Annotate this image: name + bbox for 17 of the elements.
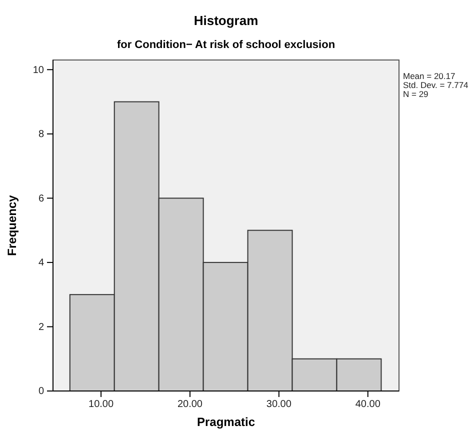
x-tick-label: 40.00	[355, 399, 381, 410]
y-axis-title: Frequency	[5, 194, 19, 256]
y-tick-label: 4	[38, 258, 44, 269]
text: N = 29	[403, 89, 429, 99]
x-tick-label: 30.00	[266, 399, 292, 410]
y-tick-label: 0	[38, 386, 44, 398]
y-tick-label: 6	[38, 193, 44, 204]
chart-subtitle: for Condition− At risk of school exclusion	[116, 39, 336, 51]
x-tick-label: 20.00	[177, 399, 203, 410]
x-tick-label: 10.00	[88, 399, 114, 410]
text: Mean = 20.17	[403, 71, 456, 81]
y-tick-label: 2	[38, 322, 44, 333]
chart-title: Histogram	[194, 13, 258, 28]
text: Std. Dev. = 7.774	[403, 80, 469, 90]
y-tick-label: 8	[38, 129, 44, 140]
x-axis-title: Pragmatic	[196, 415, 256, 429]
y-tick-label: 10	[32, 64, 44, 76]
